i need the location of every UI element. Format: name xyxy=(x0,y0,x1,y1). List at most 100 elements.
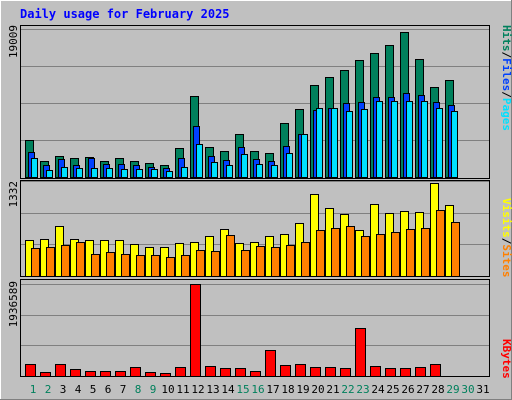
bar-kbytes-day-4 xyxy=(70,369,81,377)
kbytes-max-label: 1936589 xyxy=(7,281,20,327)
bar-kbytes-day-8 xyxy=(130,367,141,377)
bar-sites-day-25 xyxy=(391,232,400,277)
bar-sites-day-11 xyxy=(181,255,190,277)
kbytes-legend: KBytes xyxy=(500,339,512,379)
bar-sites-day-10 xyxy=(166,257,175,277)
day-label-28: 28 xyxy=(431,383,444,396)
bar-kbytes-day-24 xyxy=(370,366,381,377)
bar-kbytes-day-27 xyxy=(415,367,426,377)
bar-kbytes-day-14 xyxy=(220,368,231,377)
bar-pages-day-4 xyxy=(76,168,83,178)
day-label-30: 30 xyxy=(461,383,474,396)
day-label-29: 29 xyxy=(446,383,459,396)
legend-part: / xyxy=(500,91,512,98)
day-label-15: 15 xyxy=(236,383,249,396)
bar-sites-day-2 xyxy=(46,247,55,277)
bar-kbytes-day-9 xyxy=(145,372,156,377)
bar-kbytes-day-3 xyxy=(55,364,66,377)
bar-sites-day-29 xyxy=(451,222,460,277)
bar-kbytes-day-17 xyxy=(265,350,276,377)
bar-kbytes-day-20 xyxy=(310,367,321,377)
bar-pages-day-24 xyxy=(376,101,383,178)
bar-pages-day-28 xyxy=(436,108,443,178)
bar-sites-day-22 xyxy=(346,226,355,277)
bar-sites-day-4 xyxy=(76,242,85,277)
bar-sites-day-28 xyxy=(436,210,445,277)
day-label-27: 27 xyxy=(416,383,429,396)
bar-kbytes-day-25 xyxy=(385,368,396,377)
bar-kbytes-day-18 xyxy=(280,365,291,377)
bar-sites-day-8 xyxy=(136,255,145,277)
day-label-1: 1 xyxy=(30,383,37,396)
bar-pages-day-26 xyxy=(406,101,413,178)
bar-sites-day-9 xyxy=(151,255,160,277)
bar-sites-day-15 xyxy=(241,250,250,277)
day-label-20: 20 xyxy=(311,383,324,396)
bar-pages-day-8 xyxy=(136,169,143,178)
requests-max-label: 19009 xyxy=(7,25,20,58)
day-label-4: 4 xyxy=(75,383,82,396)
bar-pages-day-29 xyxy=(451,111,458,178)
bar-pages-day-21 xyxy=(331,108,338,178)
bar-sites-day-3 xyxy=(61,245,70,277)
bar-pages-day-10 xyxy=(166,171,173,178)
day-label-6: 6 xyxy=(105,383,112,396)
legend-part: / xyxy=(500,52,512,59)
bar-sites-day-5 xyxy=(91,254,100,277)
bar-kbytes-day-22 xyxy=(340,368,351,377)
day-label-24: 24 xyxy=(371,383,385,396)
day-label-12: 12 xyxy=(191,383,204,396)
bar-sites-day-19 xyxy=(301,242,310,277)
bar-pages-day-16 xyxy=(256,164,263,178)
bar-kbytes-day-7 xyxy=(115,371,126,377)
bar-pages-day-23 xyxy=(361,109,368,178)
day-label-11: 11 xyxy=(176,383,189,396)
day-label-26: 26 xyxy=(401,383,414,396)
legend-part: / xyxy=(500,238,512,245)
bar-sites-day-26 xyxy=(406,229,415,277)
legend-part: Hits xyxy=(500,25,512,52)
bar-kbytes-day-12 xyxy=(190,284,201,377)
bar-kbytes-day-6 xyxy=(100,371,111,377)
bar-pages-day-6 xyxy=(106,168,113,178)
bar-pages-day-13 xyxy=(211,162,218,178)
bar-kbytes-day-10 xyxy=(160,373,171,377)
day-label-5: 5 xyxy=(90,383,97,396)
bar-kbytes-day-28 xyxy=(430,364,441,377)
day-label-16: 16 xyxy=(251,383,264,396)
bar-kbytes-day-19 xyxy=(295,364,306,377)
day-label-14: 14 xyxy=(221,383,235,396)
legend-part: Sites xyxy=(500,244,512,277)
bar-sites-day-14 xyxy=(226,235,235,277)
bar-kbytes-day-16 xyxy=(250,371,261,377)
day-label-18: 18 xyxy=(281,383,294,396)
bar-pages-day-12 xyxy=(196,144,203,178)
bar-pages-day-20 xyxy=(316,108,323,178)
bar-pages-day-9 xyxy=(151,169,158,178)
bar-pages-day-5 xyxy=(91,168,98,178)
bar-pages-day-1 xyxy=(31,158,38,178)
day-label-19: 19 xyxy=(296,383,309,396)
bar-sites-day-6 xyxy=(106,252,115,277)
bar-pages-day-22 xyxy=(346,111,353,178)
bar-pages-day-2 xyxy=(46,170,53,178)
bar-sites-day-17 xyxy=(271,247,280,277)
day-label-3: 3 xyxy=(60,383,67,396)
bar-kbytes-day-11 xyxy=(175,367,186,377)
bar-sites-day-7 xyxy=(121,254,130,277)
bar-sites-day-16 xyxy=(256,246,265,277)
day-label-2: 2 xyxy=(45,383,52,396)
x-axis-day-labels: 1 2 3 4 5 6 7 8 9 10 11 12 13 14 15 16 17 18 19 20 21 22 23 24 2… xyxy=(30,383,490,396)
bar-pages-day-15 xyxy=(241,154,248,178)
bar-kbytes-day-1 xyxy=(25,364,36,377)
legend-part: Files xyxy=(500,58,512,91)
bar-kbytes-day-26 xyxy=(400,368,411,377)
day-label-10: 10 xyxy=(161,383,174,396)
visits-legend: Visits/Sites xyxy=(500,198,512,278)
bar-sites-day-13 xyxy=(211,251,220,277)
day-label-17: 17 xyxy=(266,383,279,396)
panel-requests: 19009 Hits/Files/Pages xyxy=(7,25,512,179)
bar-pages-day-27 xyxy=(421,101,428,178)
bar-pages-day-11 xyxy=(181,167,188,178)
bar-sites-day-21 xyxy=(331,228,340,277)
